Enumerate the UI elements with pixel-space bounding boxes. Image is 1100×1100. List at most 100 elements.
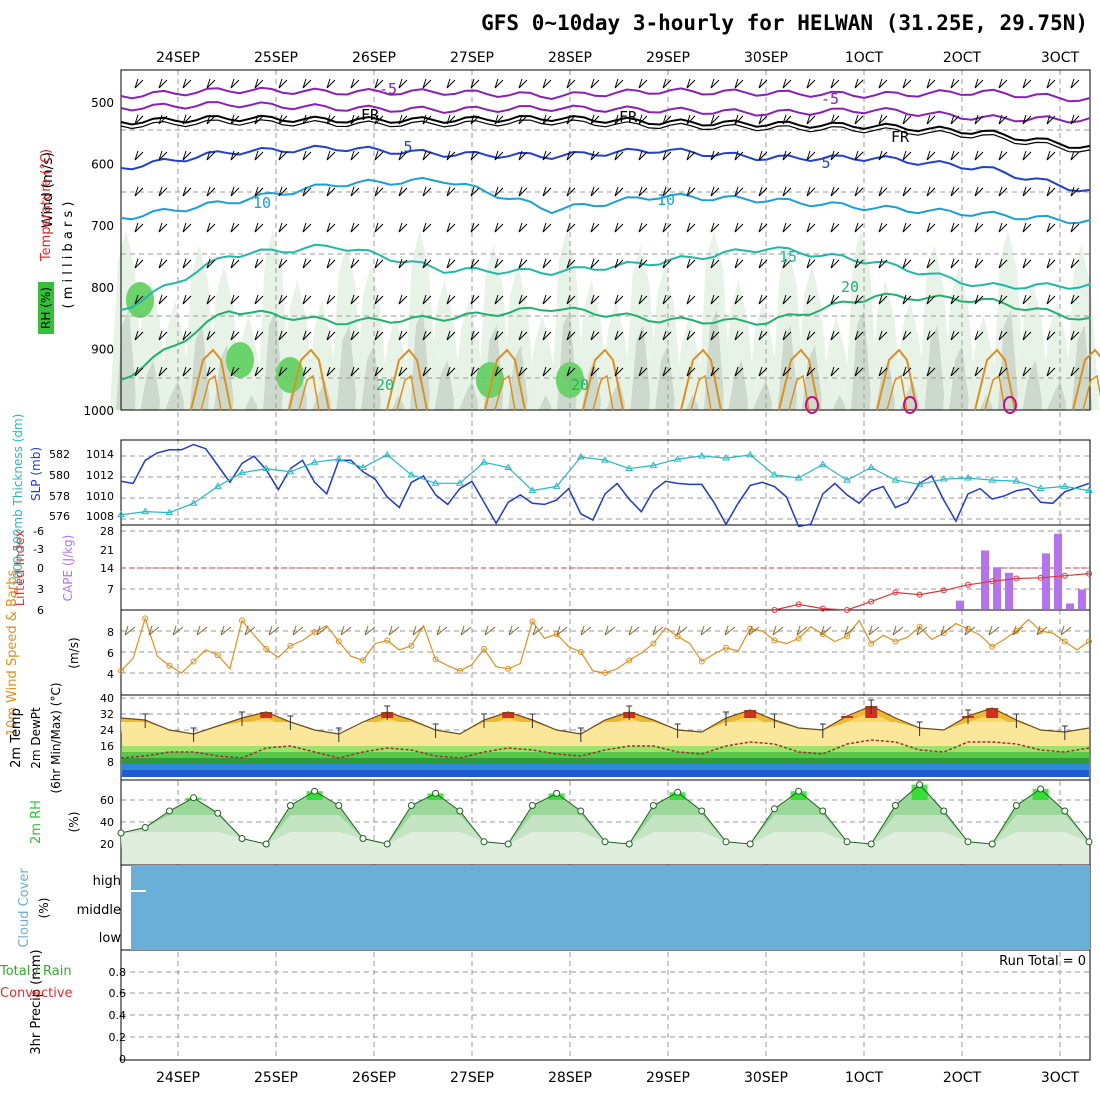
wind-barb: [326, 186, 336, 197]
wind-barb: [998, 330, 1008, 341]
wind-barb: [1046, 222, 1056, 233]
wind-barb: [230, 78, 240, 89]
wind-barb: [206, 222, 216, 233]
wind10m-point: [360, 657, 366, 664]
wind-barb: [206, 186, 216, 197]
wind10m-tick-label: 4: [107, 668, 114, 681]
rh-shading-high: [126, 282, 154, 318]
wind-barb: [950, 114, 960, 125]
temp-minmax-bar: [626, 705, 633, 720]
rh-shading: [140, 360, 162, 410]
rh-shading: [361, 345, 382, 410]
wind-barb: [254, 366, 264, 377]
wind-barb: [494, 78, 504, 89]
date-label-top: 24SEP: [156, 50, 200, 66]
wind-barb: [782, 294, 792, 305]
wind-barb: [398, 150, 408, 161]
rh-shading: [967, 315, 1002, 410]
wind-barb: [230, 186, 240, 197]
wind-barb: [638, 366, 648, 377]
wind-barb: [854, 150, 864, 161]
rh2m-point: [553, 789, 561, 797]
wind-barb: [350, 258, 360, 269]
wind-barb: [278, 366, 288, 377]
wind10m-point: [166, 662, 173, 669]
wind-barb: [494, 186, 504, 197]
wind-barb: [1070, 114, 1080, 125]
wind-barb: [998, 114, 1008, 125]
date-label-bottom: 1OCT: [845, 1070, 884, 1086]
wind-barb: [782, 78, 792, 89]
wind-barb: [950, 258, 960, 269]
wind-barb: [686, 366, 696, 377]
wind10m-point: [577, 649, 584, 655]
wind-barb: [998, 222, 1008, 233]
isotherm-warm-line: [1082, 374, 1100, 411]
cape-bar: [1005, 572, 1013, 609]
wind-barb: [782, 330, 792, 341]
rh2m-point: [674, 788, 682, 796]
wind-barb: [1046, 330, 1056, 341]
wind-barb: [590, 222, 600, 233]
rh-shading: [379, 315, 414, 410]
temp2m-hot-fill: [502, 712, 515, 718]
thickness-point: [891, 476, 900, 483]
wind-barb: [230, 114, 240, 125]
wind-barb: [638, 222, 648, 233]
wind-barb: [542, 222, 552, 233]
precip-tick-label: 0.6: [109, 987, 127, 1000]
ylabel-rh: RH (%): [39, 287, 53, 329]
wind-barb: [446, 294, 456, 305]
pressure-tick-label: 700: [91, 219, 114, 233]
wind-barb: [398, 258, 408, 269]
thickness-point: [141, 507, 150, 515]
rh-shading: [336, 325, 358, 410]
rh-shading: [502, 265, 536, 410]
wind-barb: [278, 78, 288, 89]
wind10m-point: [214, 652, 221, 659]
wind-barb: [950, 222, 960, 233]
lifted-index-point: [819, 605, 826, 612]
wind-barb: [854, 78, 864, 89]
wind-barb: [398, 294, 408, 305]
wind-barb: [470, 222, 480, 233]
wind-barb: [878, 366, 888, 377]
wind-barb: [710, 222, 720, 233]
wind-barb: [806, 294, 816, 305]
wind-barb: [542, 366, 552, 377]
wind-barb: [806, 222, 816, 233]
wind10m-barb: [556, 625, 568, 636]
rh-shading: [747, 300, 781, 410]
isotherm-label: 20: [376, 376, 394, 394]
wind-barb: [326, 258, 336, 269]
rh2m-point: [456, 807, 464, 815]
ylabel-temperature: Temperature (°C): [39, 149, 54, 262]
temp-minmax-bar: [723, 711, 729, 726]
ylabel-wind10m-units: (m/s): [67, 637, 81, 668]
wind-barb: [878, 258, 888, 269]
wind10m-point: [553, 631, 560, 638]
li-tick-label: -6: [33, 525, 44, 538]
wind10m-point: [481, 645, 487, 652]
wind10m-barb: [124, 625, 136, 636]
wind-barb: [878, 78, 888, 89]
wind-barb: [446, 186, 456, 197]
wind-barb: [230, 294, 240, 305]
isotherm-line: [120, 243, 1091, 311]
wind-barb: [182, 294, 192, 305]
wind-barb: [446, 222, 456, 233]
precip-legend-convective: Convective: [0, 986, 73, 1001]
rh2m-high-fill: [669, 792, 686, 800]
ylabel-rh2m-units: (%): [67, 812, 81, 833]
wind-barb: [590, 366, 600, 377]
wind-barb: [926, 366, 936, 377]
wind-barb: [278, 222, 288, 233]
rh-shading: [624, 245, 659, 410]
wind-barb: [782, 150, 792, 161]
wind-barb: [902, 258, 912, 269]
rh-shading: [679, 395, 701, 410]
wind-barb: [998, 78, 1008, 89]
wind-barb: [542, 114, 552, 125]
wind10m-point: [408, 642, 415, 649]
rh-shading: [385, 395, 407, 410]
